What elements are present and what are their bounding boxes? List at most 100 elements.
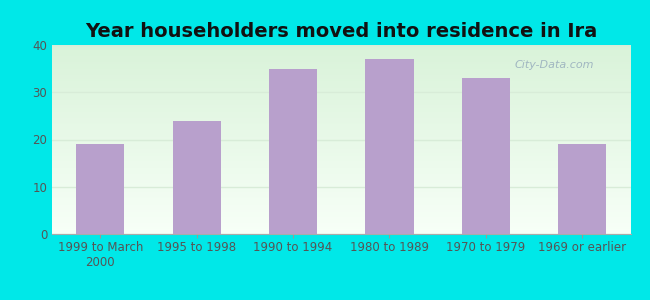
Bar [52, 59, 630, 60]
Bar [52, 118, 630, 119]
Bar [52, 138, 630, 139]
Bar [52, 131, 630, 132]
Bar [52, 152, 630, 153]
Bar [52, 219, 630, 220]
Bar [52, 84, 630, 85]
Bar [52, 151, 630, 152]
Bar [52, 51, 630, 52]
Bar [52, 88, 630, 89]
Bar [52, 202, 630, 203]
Bar [52, 209, 630, 210]
Bar [52, 127, 630, 128]
Bar [52, 141, 630, 142]
Bar [52, 67, 630, 68]
Bar [52, 206, 630, 207]
Bar [52, 95, 630, 96]
Bar [52, 82, 630, 83]
Bar [52, 79, 630, 80]
Bar [52, 90, 630, 91]
Bar [52, 65, 630, 66]
Bar [52, 70, 630, 71]
Bar [52, 203, 630, 204]
Bar [52, 188, 630, 189]
Bar [52, 112, 630, 113]
Bar [52, 158, 630, 159]
Bar [52, 232, 630, 233]
Bar [52, 229, 630, 230]
Bar [52, 163, 630, 164]
Bar [52, 190, 630, 191]
Bar [52, 137, 630, 138]
Bar [52, 213, 630, 214]
Bar [52, 220, 630, 221]
Bar [52, 121, 630, 122]
Bar [52, 169, 630, 170]
Bar [52, 75, 630, 76]
Bar [52, 170, 630, 171]
Bar [52, 179, 630, 180]
Bar [52, 91, 630, 92]
Bar [52, 183, 630, 184]
Bar [52, 164, 630, 165]
Bar [52, 153, 630, 154]
Bar [52, 85, 630, 86]
Bar [52, 154, 630, 156]
Bar [52, 116, 630, 117]
Bar [52, 175, 630, 176]
Title: Year householders moved into residence in Ira: Year householders moved into residence i… [85, 22, 597, 41]
Bar [52, 83, 630, 84]
Bar [52, 110, 630, 111]
Bar [52, 196, 630, 197]
Bar [52, 113, 630, 114]
Bar [52, 49, 630, 50]
Bar [52, 80, 630, 81]
Bar [52, 205, 630, 206]
Bar [52, 76, 630, 77]
Bar [52, 72, 630, 74]
Bar [52, 64, 630, 65]
Bar [52, 181, 630, 182]
Bar [52, 221, 630, 222]
Bar [52, 93, 630, 94]
Bar [52, 130, 630, 131]
Bar [52, 108, 630, 109]
Bar [52, 74, 630, 75]
Bar [52, 94, 630, 95]
Bar [52, 227, 630, 228]
Bar [52, 117, 630, 118]
Bar [52, 173, 630, 175]
Bar [52, 115, 630, 116]
Bar [52, 186, 630, 187]
Bar [365, 59, 413, 234]
Bar [52, 198, 630, 199]
Bar [52, 189, 630, 190]
Bar [52, 48, 630, 49]
Text: City-Data.com: City-Data.com [515, 60, 594, 70]
Bar [52, 161, 630, 162]
Bar [52, 128, 630, 129]
Bar [52, 145, 630, 146]
Bar [462, 78, 510, 234]
Bar [52, 54, 630, 56]
Bar [52, 147, 630, 148]
Bar [52, 149, 630, 150]
Bar [52, 224, 630, 226]
Bar [52, 177, 630, 178]
Bar [52, 140, 630, 141]
Bar [76, 144, 124, 234]
Bar [52, 171, 630, 172]
Bar [52, 46, 630, 47]
Bar [52, 143, 630, 144]
Bar [172, 121, 221, 234]
Bar [52, 160, 630, 161]
Bar [52, 101, 630, 102]
Bar [52, 47, 630, 48]
Bar [52, 187, 630, 188]
Bar [52, 166, 630, 167]
Bar [52, 144, 630, 145]
Bar [52, 61, 630, 62]
Bar [52, 102, 630, 103]
Bar [52, 228, 630, 229]
Bar [52, 104, 630, 106]
Bar [52, 126, 630, 127]
